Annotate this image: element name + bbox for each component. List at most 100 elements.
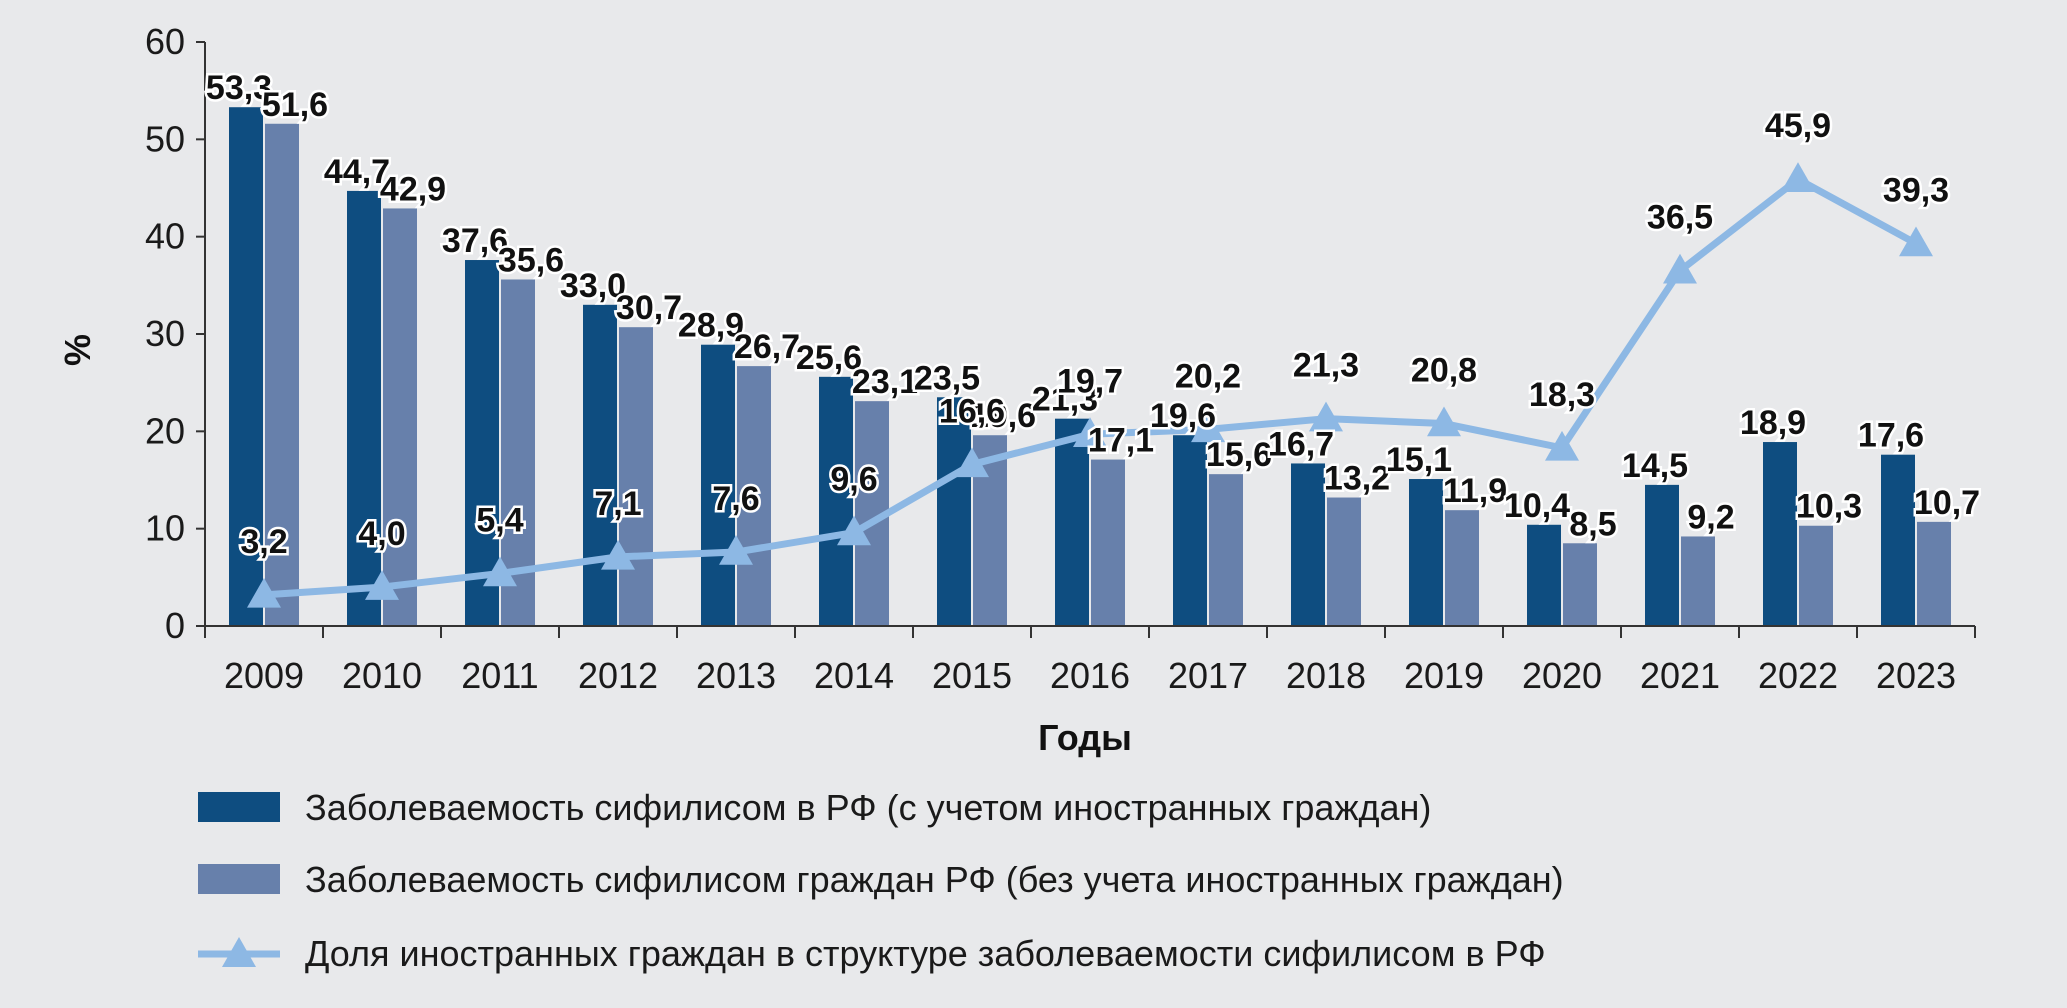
- bar-incl-foreign: [937, 397, 971, 626]
- data-label-incl-foreign: 33,0: [560, 267, 626, 305]
- data-label-citizens-only: 11,9: [1443, 472, 1507, 510]
- x-tick-label: 2010: [342, 655, 422, 696]
- x-tick-label: 2019: [1404, 655, 1484, 696]
- bar-incl-foreign: [1881, 454, 1915, 626]
- y-tick-label: 20: [145, 410, 185, 451]
- data-label-citizens-only: 35,6: [498, 241, 564, 279]
- data-label-incl-foreign: 25,6: [796, 339, 862, 377]
- x-tick-label: 2022: [1758, 655, 1838, 696]
- x-tick-label: 2011: [461, 655, 538, 696]
- data-label-foreign-share: 4,0: [358, 515, 405, 553]
- data-label-foreign-share: 39,3: [1883, 171, 1949, 209]
- legend-label-incl-foreign: Заболеваемость сифилисом в РФ (с учетом …: [305, 787, 1431, 828]
- bar-incl-foreign: [1645, 484, 1679, 626]
- bar-citizens-only: [1445, 510, 1479, 626]
- bar-incl-foreign: [583, 304, 617, 626]
- bar-incl-foreign: [229, 107, 263, 627]
- data-label-incl-foreign: 17,6: [1858, 417, 1924, 455]
- x-tick-label: 2020: [1522, 655, 1602, 696]
- data-label-citizens-only: 15,6: [1206, 436, 1272, 474]
- data-label-citizens-only: 19,6: [970, 397, 1036, 435]
- data-label-foreign-share: 21,3: [1293, 347, 1359, 385]
- bar-citizens-only: [265, 123, 299, 626]
- data-label-citizens-only: 8,5: [1569, 505, 1616, 543]
- data-label-incl-foreign: 21,3: [1032, 381, 1098, 419]
- data-label-citizens-only: 13,2: [1324, 460, 1390, 498]
- bar-incl-foreign: [1173, 435, 1207, 626]
- x-tick-label: 2013: [696, 655, 776, 696]
- data-label-foreign-share: 5,4: [476, 501, 523, 539]
- line-point-marker: [955, 447, 989, 478]
- x-tick-label: 2016: [1050, 655, 1130, 696]
- legend-marker-foreign-share: [222, 937, 256, 967]
- data-label-citizens-only: 23,1: [852, 363, 918, 401]
- line-point-marker: [247, 577, 281, 608]
- data-label-citizens-only: 10,3: [1796, 488, 1862, 526]
- bar-citizens-only: [383, 208, 417, 626]
- x-tick-label: 2012: [578, 655, 658, 696]
- x-tick-label: 2021: [1640, 655, 1720, 696]
- data-label-foreign-share: 7,1: [594, 485, 641, 523]
- y-tick-label: 50: [145, 118, 185, 159]
- data-label-foreign-share: 3,2: [240, 523, 287, 561]
- line-point-marker: [365, 570, 399, 600]
- line-point-marker: [1073, 417, 1107, 448]
- line-point-marker: [1663, 253, 1697, 284]
- line-point-marker: [601, 539, 635, 570]
- bar-citizens-only: [1091, 459, 1125, 626]
- data-label-foreign-share: 20,2: [1175, 357, 1241, 395]
- bar-incl-foreign: [819, 376, 853, 626]
- data-label-citizens-only: 30,7: [616, 289, 682, 327]
- bar-incl-foreign: [347, 190, 381, 627]
- data-label-citizens-only: 51,6: [262, 86, 328, 124]
- line-point-marker: [837, 515, 871, 546]
- legend-label-citizens-only: Заболеваемость сифилисом граждан РФ (без…: [305, 859, 1564, 900]
- y-axis-title: %: [57, 334, 98, 366]
- data-label-citizens-only: 26,7: [734, 328, 800, 366]
- data-label-foreign-share: 7,6: [712, 480, 759, 518]
- bar-incl-foreign: [1527, 524, 1561, 626]
- bar-incl-foreign: [1055, 418, 1089, 626]
- data-label-foreign-share: 16,6: [939, 392, 1005, 430]
- x-tick-label: 2014: [814, 655, 894, 696]
- x-tick-label: 2017: [1168, 655, 1248, 696]
- line-point-marker: [1427, 406, 1461, 437]
- data-label-incl-foreign: 37,6: [442, 222, 508, 260]
- y-tick-label: 60: [145, 21, 185, 62]
- data-label-incl-foreign: 10,4: [1504, 487, 1570, 525]
- x-tick-label: 2018: [1286, 655, 1366, 696]
- bar-citizens-only: [1563, 543, 1597, 626]
- data-label-incl-foreign: 23,5: [914, 359, 980, 397]
- line-point-marker: [719, 535, 753, 565]
- legend-swatch-incl-foreign: [198, 792, 280, 822]
- y-tick-label: 30: [145, 313, 185, 354]
- data-label-foreign-share: 19,7: [1057, 362, 1123, 400]
- data-label-incl-foreign: 19,6: [1150, 397, 1216, 435]
- bar-citizens-only: [1327, 497, 1361, 626]
- line-point-marker: [1545, 430, 1579, 461]
- y-tick-label: 10: [145, 508, 185, 549]
- line-point-marker: [1781, 162, 1815, 192]
- data-label-incl-foreign: 15,1: [1386, 441, 1452, 479]
- data-label-citizens-only: 17,1: [1088, 422, 1154, 460]
- data-label-citizens-only: 42,9: [380, 170, 446, 208]
- y-tick-label: 0: [165, 605, 185, 646]
- line-point-marker: [1309, 401, 1343, 432]
- data-label-citizens-only: 10,7: [1914, 484, 1980, 522]
- x-tick-label: 2023: [1876, 655, 1956, 696]
- data-label-incl-foreign: 44,7: [324, 153, 390, 191]
- data-label-incl-foreign: 16,7: [1268, 425, 1334, 463]
- bar-incl-foreign: [1409, 479, 1443, 626]
- data-label-incl-foreign: 53,3: [206, 69, 272, 107]
- data-label-foreign-share: 36,5: [1647, 199, 1713, 237]
- y-tick-label: 40: [145, 216, 185, 257]
- x-axis-title: Годы: [1038, 717, 1132, 758]
- bar-citizens-only: [1917, 521, 1951, 626]
- x-tick-label: 2009: [224, 655, 304, 696]
- data-label-foreign-share: 18,3: [1529, 376, 1595, 414]
- bar-citizens-only: [1209, 474, 1243, 626]
- x-tick-label: 2015: [932, 655, 1012, 696]
- bar-incl-foreign: [701, 344, 735, 626]
- data-label-citizens-only: 9,2: [1687, 498, 1734, 536]
